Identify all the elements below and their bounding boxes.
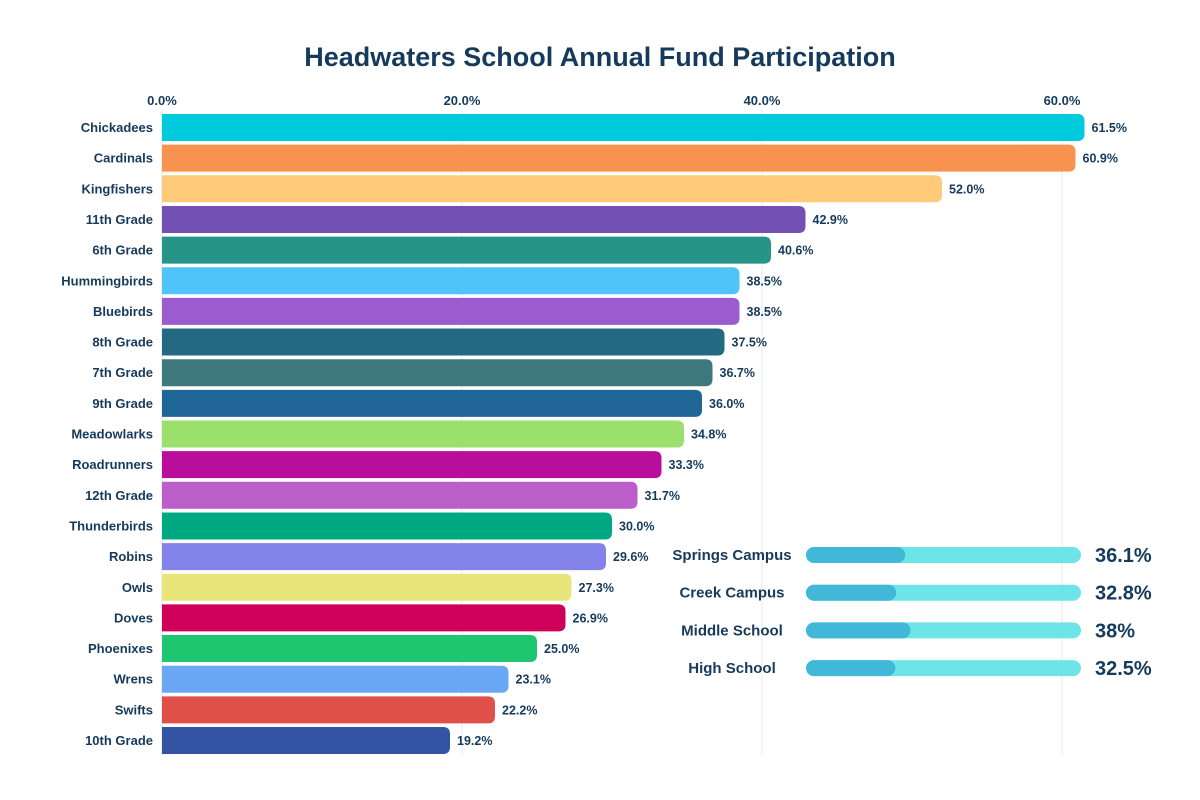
bar	[162, 359, 713, 387]
bar	[162, 205, 806, 233]
campus-fill	[806, 622, 911, 639]
category-label: Kingfishers	[81, 181, 153, 196]
campus-value: 38%	[1095, 620, 1135, 642]
value-label: 52.0%	[949, 182, 984, 196]
category-label: 8th Grade	[92, 335, 153, 350]
category-label: Cardinals	[94, 151, 153, 166]
campus-fill	[806, 547, 906, 563]
category-label: Owls	[122, 580, 153, 595]
value-label: 26.9%	[573, 611, 608, 625]
value-label: 61.5%	[1092, 121, 1127, 135]
category-label: Thunderbirds	[69, 518, 153, 533]
campus-label: High School	[688, 660, 776, 677]
campus-value: 36.1%	[1095, 545, 1152, 567]
bar	[162, 297, 740, 325]
category-label: Doves	[114, 610, 153, 625]
value-label: 38.5%	[747, 305, 782, 319]
category-label: 6th Grade	[92, 243, 153, 258]
value-label: 36.0%	[709, 397, 744, 411]
category-label: 9th Grade	[92, 396, 153, 411]
campus-value: 32.5%	[1095, 658, 1152, 680]
bar	[162, 144, 1076, 172]
x-tick-label: 0.0%	[147, 93, 177, 108]
bar	[162, 604, 566, 632]
category-label: Meadowlarks	[71, 427, 153, 442]
campus-label: Middle School	[681, 622, 783, 639]
category-label: Swifts	[115, 702, 153, 717]
value-label: 29.6%	[613, 550, 648, 564]
value-label: 40.6%	[778, 244, 813, 258]
campus-fill	[806, 660, 896, 677]
category-label: Chickadees	[81, 120, 153, 135]
value-label: 23.1%	[516, 673, 551, 687]
campus-value: 32.8%	[1095, 583, 1152, 605]
campus-fill	[806, 584, 897, 601]
value-label: 31.7%	[645, 489, 680, 503]
value-label: 38.5%	[747, 274, 782, 288]
value-label: 36.7%	[720, 366, 755, 380]
category-label: Hummingbirds	[61, 273, 153, 288]
value-label: 19.2%	[457, 734, 492, 748]
category-label: Robins	[109, 549, 153, 564]
campus-label: Creek Campus	[679, 585, 784, 602]
x-tick-label: 40.0%	[744, 93, 781, 108]
bar	[162, 236, 771, 264]
x-tick-label: 20.0%	[444, 93, 481, 108]
value-label: 27.3%	[579, 581, 614, 595]
value-label: 60.9%	[1083, 152, 1118, 166]
bar	[162, 635, 537, 663]
bar	[162, 696, 495, 724]
bar	[162, 114, 1085, 141]
bar	[162, 665, 509, 693]
value-label: 22.2%	[502, 703, 537, 717]
bar	[162, 175, 942, 203]
bar	[162, 481, 638, 509]
bar	[162, 727, 450, 754]
category-label: Phoenixes	[88, 641, 153, 656]
value-label: 25.0%	[544, 642, 579, 656]
x-tick-label: 60.0%	[1044, 93, 1081, 108]
bar	[162, 451, 662, 479]
bar	[162, 543, 606, 571]
category-label: 7th Grade	[92, 365, 153, 380]
bar	[162, 573, 572, 601]
bar	[162, 420, 684, 448]
category-label: Roadrunners	[72, 457, 153, 472]
bar	[162, 512, 612, 540]
category-label: Wrens	[114, 672, 154, 687]
category-label: Bluebirds	[93, 304, 153, 319]
value-label: 30.0%	[619, 519, 654, 533]
campus-label: Springs Campus	[672, 547, 791, 564]
bar	[162, 267, 740, 295]
bar	[162, 389, 702, 417]
category-label: 11th Grade	[86, 212, 153, 227]
value-label: 33.3%	[669, 458, 704, 472]
category-label: 10th Grade	[85, 733, 153, 748]
category-label: 12th Grade	[85, 488, 153, 503]
value-label: 37.5%	[732, 336, 767, 350]
chart-title: Headwaters School Annual Fund Participat…	[304, 42, 896, 72]
value-label: 34.8%	[691, 428, 726, 442]
value-label: 42.9%	[813, 213, 848, 227]
bar	[162, 328, 725, 356]
